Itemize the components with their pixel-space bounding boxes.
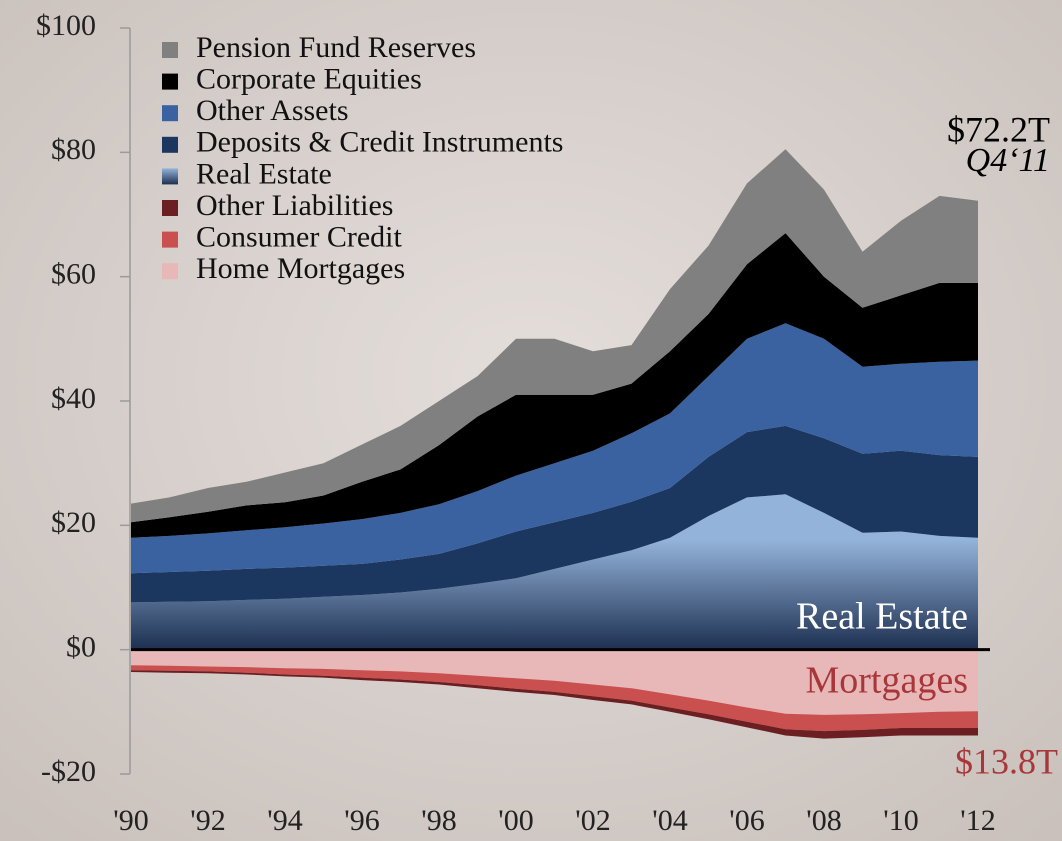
y-tick-label: $80 — [51, 133, 96, 166]
legend-label: Other Liabilities — [196, 189, 393, 222]
legend-swatch — [162, 231, 178, 248]
x-tick-label: '06 — [729, 804, 764, 837]
area — [131, 425, 978, 603]
y-tick-label: $40 — [51, 382, 96, 415]
x-tick-label: '94 — [267, 804, 302, 837]
x-tick-label: '04 — [652, 804, 687, 837]
legend-label: Home Mortgages — [196, 252, 405, 285]
annotation: $13.8T — [955, 741, 1058, 781]
legend-swatch — [162, 263, 178, 280]
plot-area — [131, 149, 978, 739]
legend-label: Real Estate — [196, 157, 332, 190]
area — [131, 494, 978, 650]
y-tick-label: $0 — [66, 631, 96, 664]
x-tick-label: '00 — [498, 804, 533, 837]
x-tick-label: '10 — [883, 804, 918, 837]
legend-swatch — [162, 136, 178, 153]
area — [131, 323, 978, 574]
annotation: Mortgages — [805, 660, 968, 702]
legend-label: Consumer Credit — [196, 220, 402, 253]
x-tick-label: '98 — [421, 804, 456, 837]
x-tick-label: '08 — [806, 804, 841, 837]
legend-label: Other Assets — [196, 94, 349, 127]
legend-swatch — [162, 200, 178, 216]
legend-label: Pension Fund Reserves — [196, 31, 476, 64]
x-tick-label: '12 — [960, 804, 995, 837]
x-tick-label: '90 — [113, 804, 148, 837]
area — [131, 670, 978, 739]
legend-swatch — [162, 168, 178, 185]
y-tick-label: $20 — [51, 506, 96, 539]
area — [131, 665, 978, 732]
x-tick-label: '02 — [575, 804, 610, 837]
y-tick-label: $100 — [36, 9, 96, 42]
legend-swatch — [162, 42, 178, 58]
x-tick-label: '96 — [344, 804, 379, 837]
legend-label: Deposits & Credit Instruments — [196, 126, 563, 159]
legend-swatch — [162, 73, 178, 90]
annotation: $72.2T — [947, 109, 1050, 149]
x-tick-label: '92 — [190, 804, 225, 837]
legend-label: Corporate Equities — [196, 62, 422, 95]
legend-swatch — [162, 105, 178, 122]
annotation: Real Estate — [796, 596, 968, 638]
y-tick-label: $60 — [51, 258, 96, 291]
y-tick-label: -$20 — [41, 755, 96, 788]
annotation: Q4‘11 — [966, 142, 1050, 179]
area — [131, 649, 978, 715]
area — [131, 149, 978, 523]
area — [131, 233, 978, 538]
